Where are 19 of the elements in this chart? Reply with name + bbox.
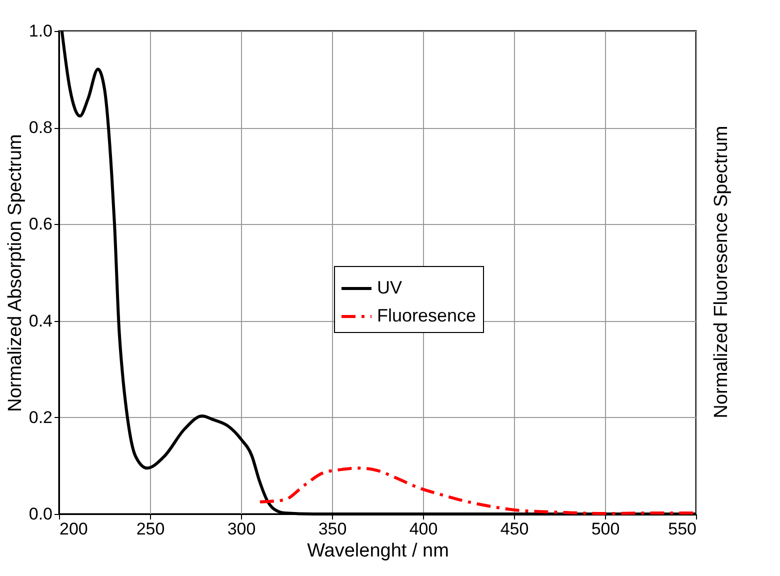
x-tick-label: 500 bbox=[591, 520, 620, 538]
x-axis-title: Wavelenght / nm bbox=[307, 540, 449, 562]
x-tick-label: 550 bbox=[668, 520, 696, 538]
x-tick-label: 250 bbox=[136, 520, 165, 538]
y2-axis-title: Normalized Fluoresence Spectrum bbox=[711, 126, 732, 418]
y-tick-label: 0.6 bbox=[28, 214, 52, 234]
y-tick-label: 0.8 bbox=[28, 118, 52, 138]
y-tick-label: 0.0 bbox=[28, 504, 52, 524]
x-tick-label: 350 bbox=[318, 520, 347, 538]
y-axis-title: Normalized Absorption Spectrum bbox=[4, 134, 26, 412]
legend-label: UV bbox=[377, 278, 402, 298]
y-tick-label: 1.0 bbox=[28, 22, 52, 40]
y-tick-label: 0.4 bbox=[28, 311, 52, 330]
x-tick-label: 400 bbox=[409, 520, 438, 538]
x-tick-label: 300 bbox=[227, 520, 256, 538]
legend-label: Fluoresence bbox=[377, 306, 476, 326]
y-tick-label: 0.2 bbox=[28, 408, 52, 427]
x-tick-label: 450 bbox=[500, 520, 529, 538]
x-tick-label: 200 bbox=[60, 520, 88, 538]
